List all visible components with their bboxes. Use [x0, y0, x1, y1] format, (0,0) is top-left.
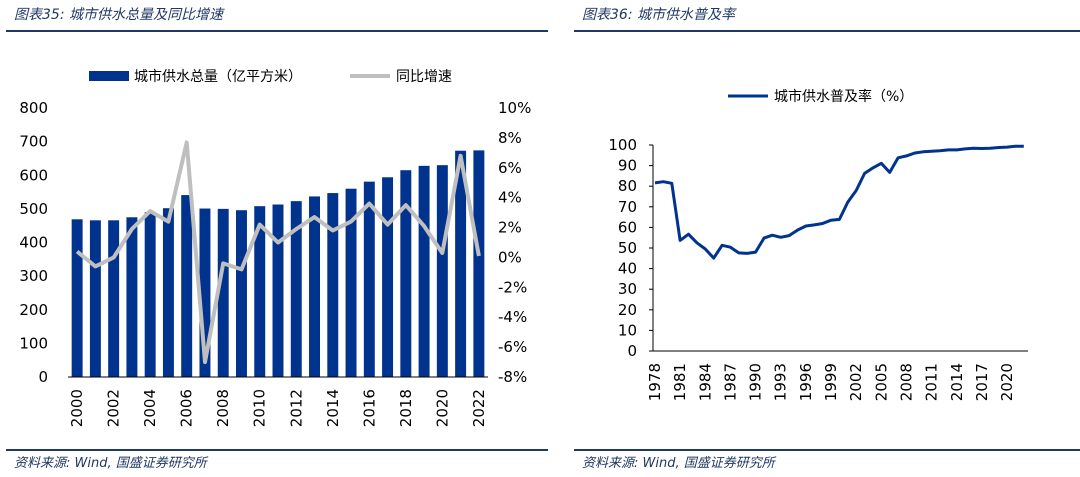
y-tick-label: 20 — [618, 301, 637, 319]
y-tick-label: 100 — [608, 136, 637, 154]
y-tick-label: 40 — [618, 260, 637, 278]
header-divider — [574, 30, 1080, 32]
y-right-tick-label: -6% — [498, 338, 527, 356]
y-tick-label: 0 — [627, 342, 637, 360]
y-tick-label: 50 — [618, 239, 637, 257]
x-tick-label: 1984 — [696, 363, 714, 401]
x-tick-label: 2002 — [847, 363, 865, 401]
x-tick-label: 2008 — [214, 389, 232, 427]
bar — [455, 150, 467, 377]
y-right-tick-label: 4% — [498, 189, 522, 207]
water-supply-chart: 城市供水总量（亿平方米） 同比增速 0 100 200 300 400 500 600 700 80… — [19, 68, 531, 427]
y-tick-label: 70 — [618, 198, 637, 216]
x-tick-label: 1978 — [646, 363, 664, 401]
bar — [162, 208, 174, 377]
y-tick-label: 90 — [618, 157, 637, 175]
y-left-tick-label: 0 — [38, 368, 48, 386]
y-left-tick-label: 400 — [19, 234, 48, 252]
y-left-tick-label: 300 — [19, 267, 48, 285]
bar — [345, 188, 357, 377]
bar — [254, 206, 266, 377]
coverage-rate-chart: 城市供水普及率（%） 0 10 20 30 40 50 60 70 80 90 100 1978 1981… — [608, 88, 1028, 401]
x-tick-label: 2005 — [872, 363, 890, 401]
x-tick-label: 1981 — [671, 363, 689, 401]
x-tick-label: 2004 — [141, 389, 159, 427]
bar — [327, 193, 339, 377]
bar — [126, 217, 138, 377]
x-tick-label: 2010 — [251, 389, 269, 427]
bar — [144, 212, 156, 377]
x-tick-label: 2006 — [178, 389, 196, 427]
coverage-rate-line — [654, 144, 1024, 260]
y-left-tick-label: 700 — [19, 133, 48, 151]
y-left-tick-label: 200 — [19, 301, 48, 319]
bar — [400, 170, 412, 377]
bar — [436, 165, 448, 377]
x-tick-label: 2020 — [998, 363, 1016, 401]
bar — [363, 181, 375, 377]
bar — [236, 210, 247, 377]
figure-35-panel: 图表35: 城市供水总量及同比增速 城市供水总量（亿平方米） 同比增速 0 100 20… — [6, 7, 548, 471]
x-tick-label: 2002 — [105, 389, 123, 427]
legend-line-label: 城市供水普及率（%） — [774, 88, 913, 105]
x-tick-label: 1990 — [747, 363, 765, 401]
bar — [382, 177, 394, 377]
x-tick-label: 2000 — [68, 389, 86, 427]
y-left-tick-label: 800 — [19, 99, 48, 117]
bar — [217, 208, 229, 377]
y-right-tick-label: 2% — [498, 219, 522, 237]
bar — [181, 195, 193, 377]
x-tick-label: 2008 — [897, 363, 915, 401]
x-tick-label: 1987 — [721, 363, 739, 401]
growth-rate-line — [75, 140, 481, 365]
bar — [473, 150, 485, 377]
y-left-tick-label: 100 — [19, 334, 48, 352]
legend-line-label: 同比增速 — [396, 69, 452, 85]
y-right-tick-label: -4% — [498, 308, 527, 326]
x-tick-label: 2017 — [973, 363, 991, 401]
figure-title: 图表35: 城市供水总量及同比增速 — [14, 7, 223, 23]
y-tick-label: 80 — [618, 177, 637, 195]
x-tick-label: 2016 — [360, 389, 378, 427]
x-tick-label: 2020 — [433, 389, 451, 427]
bar — [199, 208, 211, 377]
y-right-tick-label: -8% — [498, 368, 527, 386]
figure-title: 图表36: 城市供水普及率 — [582, 7, 735, 23]
x-tick-label: 1993 — [772, 363, 790, 401]
y-tick-label: 10 — [618, 321, 637, 339]
bar — [89, 220, 101, 377]
bar — [71, 219, 83, 377]
y-left-tick-label: 500 — [19, 200, 48, 218]
header-divider — [6, 30, 548, 32]
legend-bar-swatch — [89, 71, 129, 81]
x-tick-label: 2012 — [287, 389, 305, 427]
y-right-tick-label: 6% — [498, 159, 522, 177]
x-tick-label: 1996 — [797, 363, 815, 401]
footer-divider — [6, 449, 548, 451]
bar — [272, 204, 284, 377]
source-note: 资料来源: Wind, 国盛证券研究所 — [582, 456, 775, 471]
x-tick-label: 1999 — [822, 363, 840, 401]
x-tick-label: 2011 — [923, 363, 941, 401]
y-right-tick-label: 8% — [498, 129, 522, 147]
x-tick-label: 2022 — [470, 389, 488, 427]
y-right-tick-label: 10% — [498, 99, 531, 117]
y-right-tick-label: -2% — [498, 278, 527, 296]
source-note: 资料来源: Wind, 国盛证券研究所 — [14, 456, 207, 471]
bar — [108, 220, 120, 377]
x-tick-label: 2014 — [948, 363, 966, 401]
legend-bar-label: 城市供水总量（亿平方米） — [134, 68, 302, 85]
x-tick-label: 2018 — [397, 389, 415, 427]
y-right-tick-label: 0% — [498, 248, 522, 266]
figure-36-panel: 图表36: 城市供水普及率 城市供水普及率（%） 0 10 20 30 40 50 60 70 8… — [568, 0, 1080, 477]
bar — [418, 165, 430, 377]
bar — [290, 201, 302, 377]
y-tick-label: 30 — [618, 280, 637, 298]
bar — [309, 196, 320, 377]
y-tick-label: 60 — [618, 218, 637, 236]
footer-divider — [574, 449, 1080, 451]
x-tick-label: 2014 — [324, 389, 342, 427]
y-left-tick-label: 600 — [19, 166, 48, 184]
